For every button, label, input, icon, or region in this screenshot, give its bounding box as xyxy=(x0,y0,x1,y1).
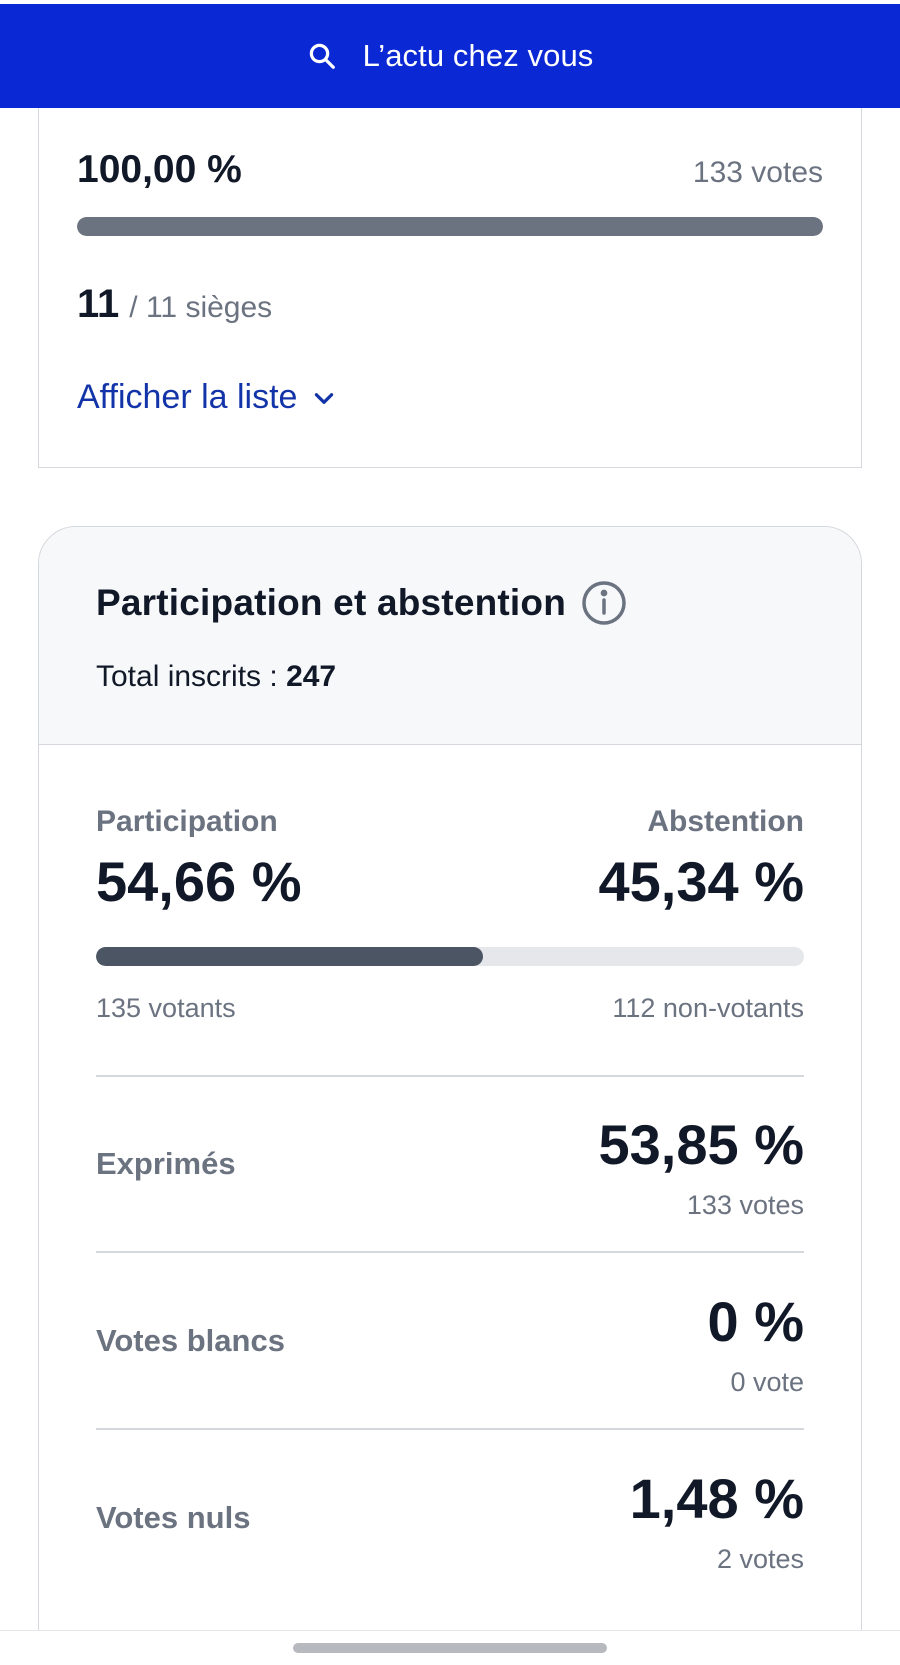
chevron-down-icon xyxy=(315,392,334,404)
seats-summary-row: 100,00 % 133 votes xyxy=(77,148,823,192)
stat-row-exprimes: Exprimés 53,85 % 133 votes xyxy=(96,1112,804,1232)
participation-label: Participation xyxy=(96,805,278,838)
voters-counts: 135 votants 112 non-votants xyxy=(96,993,804,1024)
seats-count: 11 / 11 sièges xyxy=(77,282,272,327)
search-icon xyxy=(309,43,335,69)
participation-progress-fill xyxy=(96,947,483,966)
total-registered: Total inscrits : 247 xyxy=(96,660,336,694)
info-icon[interactable] xyxy=(580,579,628,627)
show-list-link[interactable]: Afficher la liste xyxy=(77,378,337,417)
search-button[interactable]: L’actu chez vous xyxy=(307,38,594,74)
abstention-percent: 45,34 % xyxy=(598,850,805,913)
seats-progress-bar xyxy=(77,217,823,236)
participation-abstention-values: 54,66 % 45,34 % xyxy=(96,849,804,914)
seats-progress-fill xyxy=(77,217,823,236)
participation-percent: 54,66 % xyxy=(96,850,302,913)
participation-card: Participation et abstention Total inscri… xyxy=(38,526,862,1665)
seats-card: 100,00 % 133 votes 11 / 11 sièges Affich… xyxy=(38,60,862,468)
stat-votes: 133 votes xyxy=(686,1190,804,1220)
stat-percent: 53,85 % xyxy=(598,1113,805,1176)
abstention-label: Abstention xyxy=(647,805,804,838)
divider xyxy=(96,1428,804,1430)
seats-votes: 133 votes xyxy=(692,156,823,189)
participation-header: Participation et abstention Total inscri… xyxy=(39,527,861,745)
participation-title: Participation et abstention xyxy=(96,582,567,623)
participation-progress-bar xyxy=(96,947,804,966)
show-list-label: Afficher la liste xyxy=(77,378,298,416)
seats-won: 11 xyxy=(77,282,120,326)
seats-total: / 11 sièges xyxy=(129,291,273,324)
stat-votes: 2 votes xyxy=(716,1544,804,1574)
stat-percent: 1,48 % xyxy=(629,1467,804,1530)
stat-row-nuls: Votes nuls 1,48 % 2 votes xyxy=(96,1466,804,1586)
stat-votes: 0 vote xyxy=(730,1367,804,1397)
participation-abstention-labels: Participation Abstention xyxy=(96,805,804,839)
stat-percent: 0 % xyxy=(707,1290,805,1353)
non-voters-count: 112 non-votants xyxy=(612,993,804,1023)
home-indicator[interactable] xyxy=(293,1643,607,1653)
stat-label: Exprimés xyxy=(96,1146,236,1181)
total-registered-value: 247 xyxy=(286,660,337,693)
search-label: L’actu chez vous xyxy=(362,38,594,73)
total-registered-label: Total inscrits : xyxy=(96,660,287,693)
voters-count: 135 votants xyxy=(96,993,236,1023)
divider xyxy=(96,1251,804,1253)
divider xyxy=(96,1075,804,1077)
top-search-bar[interactable]: L’actu chez vous xyxy=(0,4,900,108)
stat-label: Votes blancs xyxy=(96,1323,285,1358)
seats-percent: 100,00 % xyxy=(77,148,242,191)
stat-label: Votes nuls xyxy=(96,1500,251,1535)
participation-title-row: Participation et abstention xyxy=(96,579,628,627)
stat-row-blancs: Votes blancs 0 % 0 vote xyxy=(96,1289,804,1409)
